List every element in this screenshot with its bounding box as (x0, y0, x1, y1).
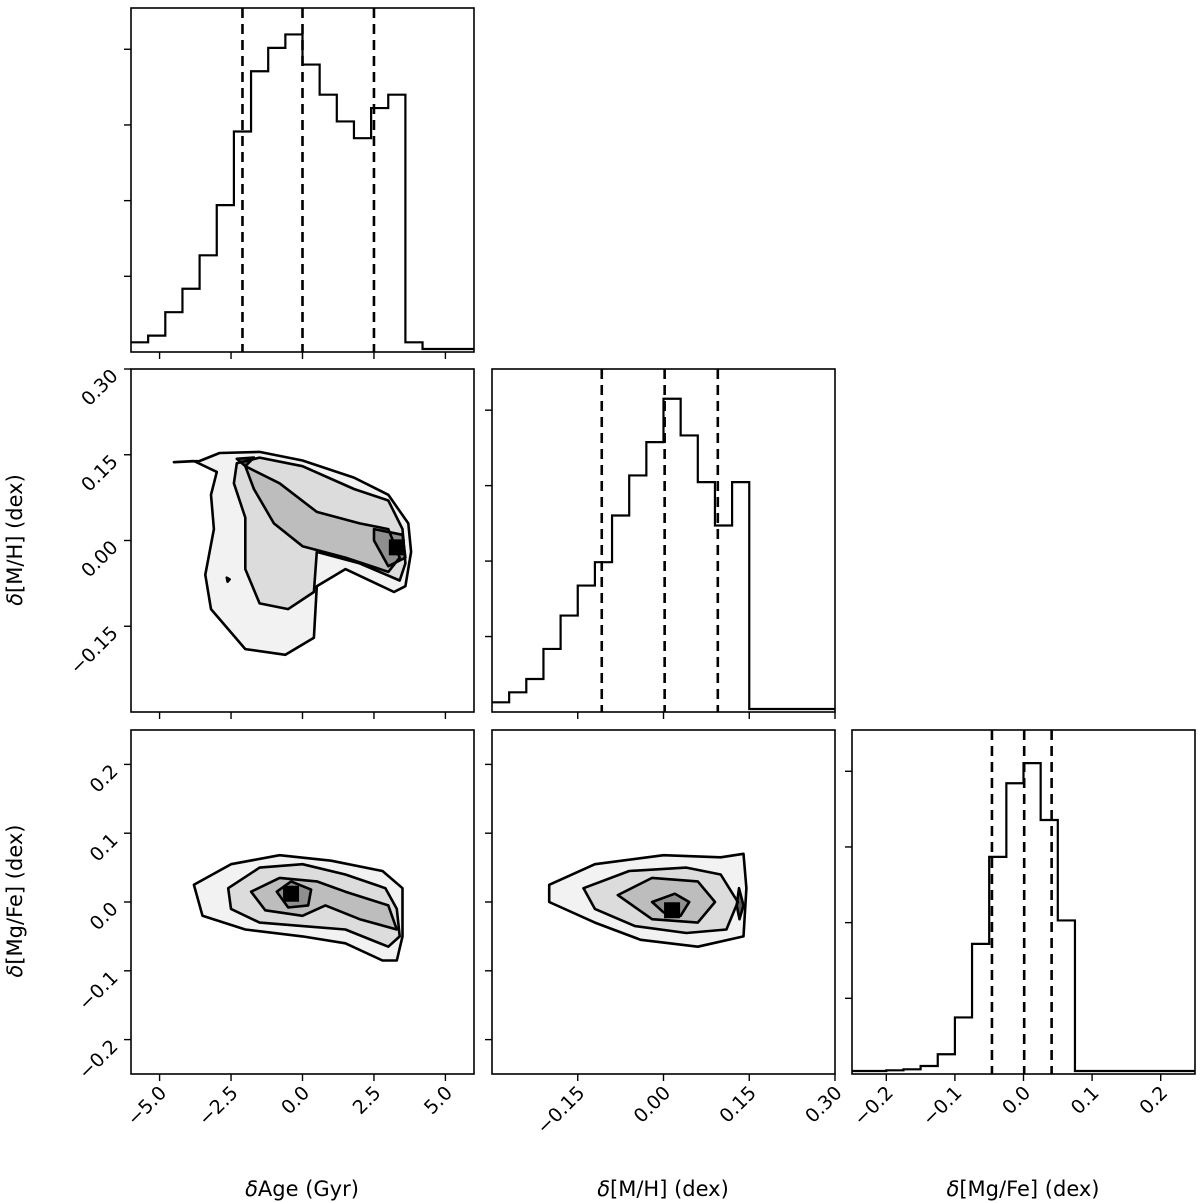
xtick-label-mh: 0.30 (801, 1082, 846, 1127)
contours-age-mh (172, 450, 413, 657)
xtick-label-mgfe: −0.2 (850, 1082, 898, 1130)
contour-line (235, 456, 256, 468)
ylabel-mh: δ[M/H] (dex) (3, 474, 27, 606)
xtick-label-mgfe: −0.1 (918, 1082, 966, 1130)
density-peak (283, 885, 300, 902)
contour-line (650, 892, 691, 918)
contours-age-mgfe (192, 853, 404, 962)
contour-line (582, 866, 740, 935)
ytick-label-mh: 0.15 (77, 451, 122, 496)
xtick-label-age: 5.0 (420, 1082, 457, 1119)
ytick-label-mh: 0.30 (77, 365, 122, 410)
contour-line (249, 876, 399, 931)
ylabel-mgfe: δ[Mg/Fe] (dex) (3, 825, 27, 978)
contour-line (735, 886, 745, 921)
ytick-label-mh: 0.00 (77, 536, 122, 581)
xtick-label-age: 2.5 (349, 1082, 386, 1119)
xtick-label-mh: −0.15 (533, 1082, 590, 1139)
xtick-label-age: −2.5 (194, 1082, 242, 1130)
contour-line (547, 852, 748, 948)
ytick-label-mh: −0.15 (66, 622, 123, 679)
contour-line (372, 527, 407, 568)
density-mh-mgfe (549, 853, 747, 947)
density-age-mgfe (193, 855, 403, 961)
density-peak (388, 539, 405, 556)
contour-line (616, 876, 717, 924)
density-peak (664, 902, 681, 919)
histogram-age (131, 33, 474, 351)
xtick-label-mgfe: 0.0 (998, 1082, 1035, 1119)
histogram-mgfe (852, 762, 1195, 1073)
contour-line (225, 576, 231, 583)
xtick-label-mgfe: 0.1 (1067, 1082, 1104, 1119)
histogram-mh (492, 397, 835, 711)
ytick-label-mgfe: 0.1 (86, 829, 123, 866)
ytick-label-mgfe: −0.1 (74, 967, 122, 1015)
contour-line (275, 880, 313, 909)
xtick-label-age: −5.0 (123, 1082, 171, 1130)
xtick-label-age: 0.0 (277, 1082, 314, 1119)
density-level (245, 466, 400, 572)
xtick-label-mh: 0.15 (715, 1082, 760, 1127)
ytick-label-mgfe: 0.0 (86, 898, 123, 935)
xtick-label-mh: 0.00 (630, 1082, 675, 1127)
contours-mh-mgfe (547, 852, 748, 948)
ytick-label-mgfe: 0.2 (86, 760, 123, 797)
xlabel-mh: δ[M/H] (dex) (597, 1177, 729, 1201)
contour-line (226, 862, 401, 948)
contour-line (192, 853, 404, 962)
xlabel-mgfe: δ[Mg/Fe] (dex) (947, 1177, 1100, 1201)
density-age-mh (173, 451, 412, 655)
xtick-label-mgfe: 0.2 (1135, 1082, 1172, 1119)
contour-line (172, 450, 413, 657)
xlabel-age: δAge (Gyr) (245, 1177, 359, 1201)
ytick-label-mgfe: −0.2 (74, 1036, 122, 1084)
